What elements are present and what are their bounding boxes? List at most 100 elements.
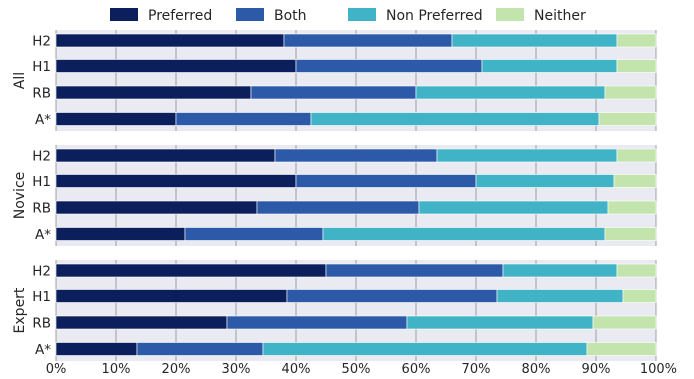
bar-segment-non-preferred <box>415 85 606 100</box>
bar-segment-non-preferred <box>310 112 600 126</box>
bar-novice-h2 <box>55 148 657 163</box>
bar-segment-preferred <box>55 85 252 100</box>
bar-segment-preferred <box>55 289 288 303</box>
category-label: RB <box>32 316 51 332</box>
legend-swatch-non-preferred <box>348 8 376 21</box>
bar-segment-both <box>295 59 483 73</box>
bar-segment-preferred <box>55 200 258 215</box>
bar-segment-preferred <box>55 227 186 241</box>
group-label-expert: Expert <box>12 287 28 333</box>
bar-segment-both <box>136 342 264 356</box>
bar-segment-neither <box>616 33 657 48</box>
x-tick-label: 30% <box>222 362 251 377</box>
category-label: H2 <box>32 34 51 50</box>
bar-segment-both <box>184 227 324 241</box>
bar-segment-both <box>256 200 420 215</box>
bar-segment-neither <box>607 200 657 215</box>
legend-swatch-both <box>236 8 264 21</box>
bar-expert-h1 <box>55 289 657 303</box>
bar-all-h1 <box>55 59 657 73</box>
bar-segment-non-preferred <box>262 342 588 356</box>
legend-swatch-neither <box>496 8 524 21</box>
x-tick-label: 90% <box>582 362 611 377</box>
legend-label-non-preferred: Non Preferred <box>386 8 483 24</box>
bar-all-rb <box>55 85 657 100</box>
x-tick-label: 10% <box>102 362 131 377</box>
bar-expert-rb <box>55 315 657 330</box>
bar-segment-neither <box>616 148 657 163</box>
bar-segment-neither <box>616 263 657 278</box>
bar-novice-a-star <box>55 227 657 241</box>
bar-segment-neither <box>598 112 657 126</box>
group-label-novice: Novice <box>12 172 28 220</box>
bar-segment-preferred <box>55 148 276 163</box>
bar-segment-both <box>325 263 504 278</box>
bar-all-h2 <box>55 33 657 48</box>
bar-segment-preferred <box>55 263 327 278</box>
panel-novice: H2 H1 RB A* Novice <box>12 145 657 246</box>
bar-segment-neither <box>613 174 657 188</box>
bar-segment-preferred <box>55 342 138 356</box>
bar-segment-neither <box>616 59 657 73</box>
legend-item-neither: Neither <box>496 8 586 24</box>
bar-segment-non-preferred <box>322 227 606 241</box>
category-label: H2 <box>32 149 51 165</box>
bar-segment-non-preferred <box>436 148 618 163</box>
bar-segment-both <box>286 289 498 303</box>
x-tick-label: 0% <box>46 362 67 377</box>
bar-segment-both <box>274 148 438 163</box>
bar-segment-both <box>295 174 477 188</box>
bar-segment-non-preferred <box>406 315 594 330</box>
x-tick-label: 70% <box>462 362 491 377</box>
bar-segment-preferred <box>55 59 297 73</box>
x-tick-label: 50% <box>342 362 371 377</box>
bar-segment-both <box>175 112 312 126</box>
x-axis-ticks: 0% 10% 20% 30% 40% 50% 60% 70% 80% 90% 100% <box>46 362 677 377</box>
legend-label-preferred: Preferred <box>148 8 212 24</box>
category-label: H1 <box>32 174 51 190</box>
legend-item-preferred: Preferred <box>110 8 212 24</box>
bar-segment-neither <box>604 227 657 241</box>
bar-segment-both <box>226 315 408 330</box>
category-label: H2 <box>32 264 51 280</box>
legend-swatch-preferred <box>110 8 138 21</box>
bar-expert-a-star <box>55 342 657 356</box>
bar-segment-preferred <box>55 174 297 188</box>
bar-segment-non-preferred <box>475 174 615 188</box>
bar-segment-non-preferred <box>418 200 609 215</box>
category-label: H1 <box>32 289 51 305</box>
bar-segment-preferred <box>55 33 285 48</box>
legend: Preferred Both Non Preferred Neither <box>110 8 586 24</box>
bar-segment-neither <box>586 342 657 356</box>
x-tick-label: 40% <box>282 362 311 377</box>
bar-novice-h1 <box>55 174 657 188</box>
legend-item-both: Both <box>236 8 307 24</box>
bar-novice-rb <box>55 200 657 215</box>
legend-item-non-preferred: Non Preferred <box>348 8 483 24</box>
bar-segment-preferred <box>55 315 228 330</box>
bar-segment-non-preferred <box>502 263 618 278</box>
category-label: A* <box>35 342 51 358</box>
legend-label-neither: Neither <box>534 8 586 24</box>
bar-segment-preferred <box>55 112 177 126</box>
category-label: H1 <box>32 59 51 75</box>
group-label-all: All <box>12 72 28 89</box>
bar-segment-both <box>283 33 453 48</box>
bar-segment-non-preferred <box>481 59 618 73</box>
category-label: A* <box>35 227 51 243</box>
bar-segment-neither <box>622 289 657 303</box>
x-tick-label: 60% <box>402 362 431 377</box>
category-label: RB <box>32 86 51 102</box>
bar-segment-non-preferred <box>451 33 618 48</box>
bar-segment-neither <box>592 315 657 330</box>
bar-expert-h2 <box>55 263 657 278</box>
x-tick-label: 20% <box>162 362 191 377</box>
bar-segment-neither <box>604 85 657 100</box>
category-label: RB <box>32 201 51 217</box>
panel-all: H2 H1 RB A* All <box>12 30 657 131</box>
x-tick-label: 100% <box>640 362 677 377</box>
bar-all-a-star <box>55 112 657 126</box>
bar-segment-non-preferred <box>496 289 624 303</box>
